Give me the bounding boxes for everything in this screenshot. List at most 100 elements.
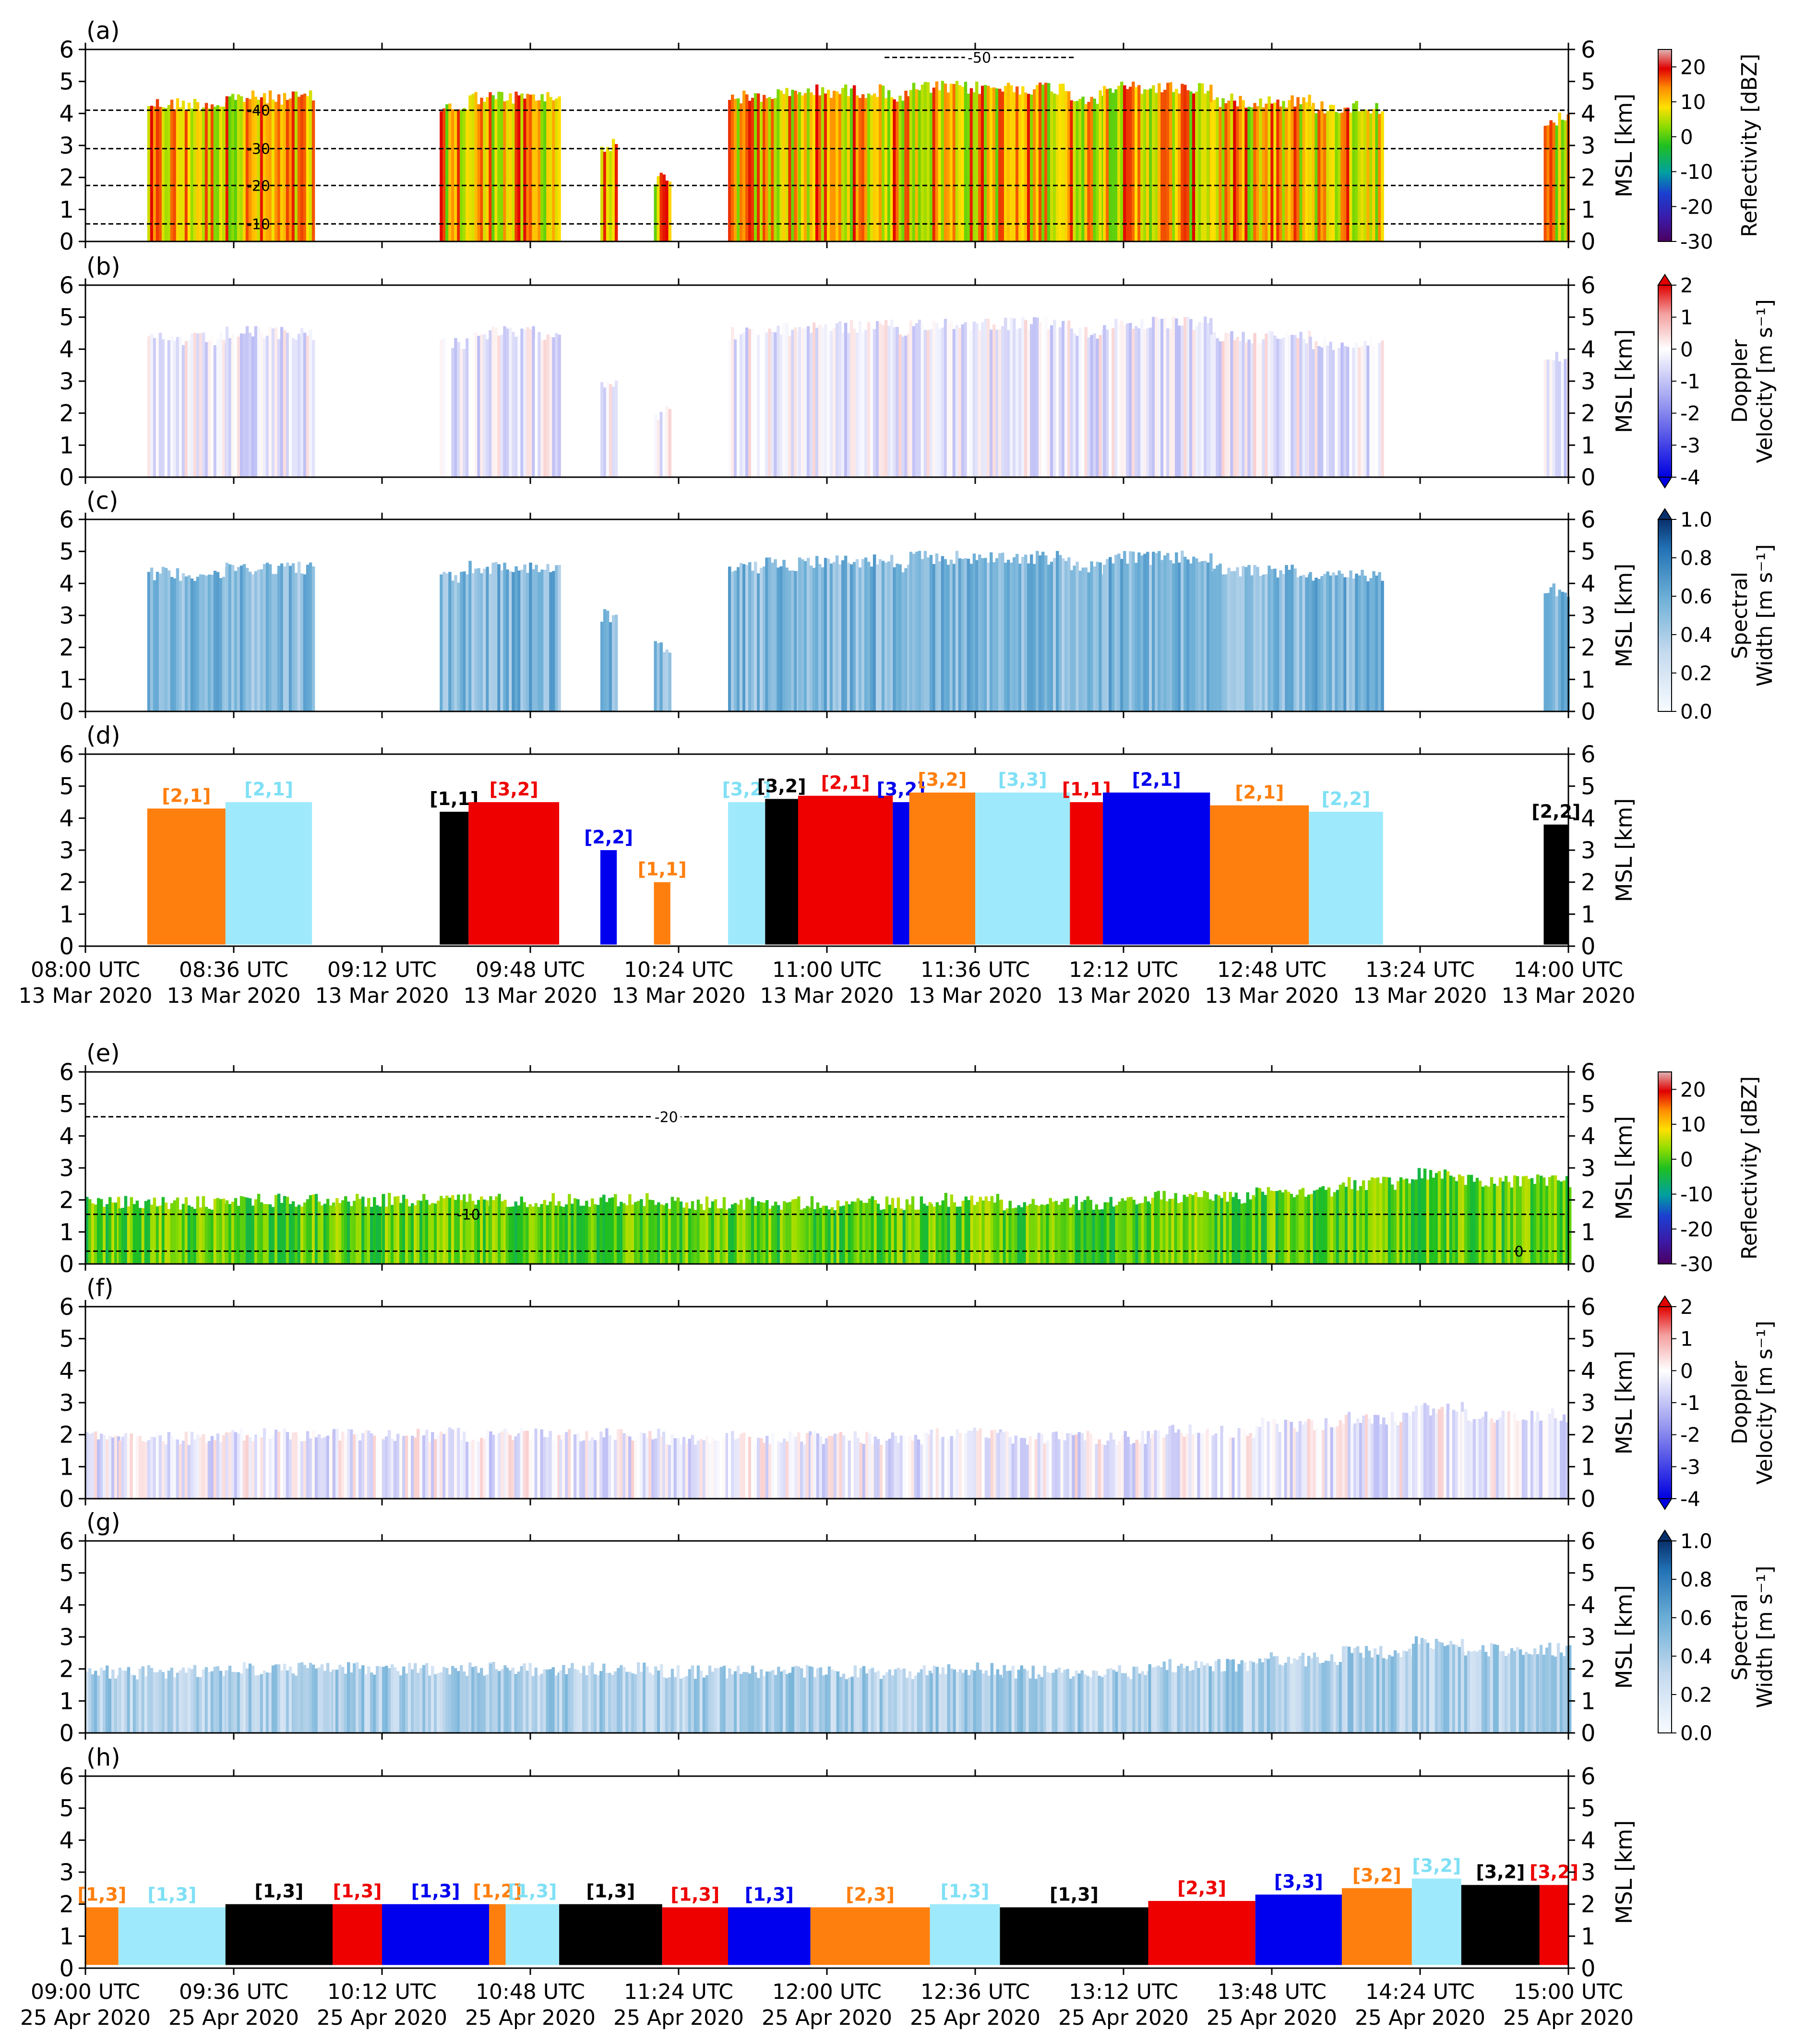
colorbar-label: Spectral bbox=[1728, 1593, 1752, 1681]
field-strip bbox=[929, 329, 933, 477]
field-strip bbox=[1452, 1409, 1456, 1499]
field-strip bbox=[861, 94, 865, 242]
field-strip bbox=[1023, 1438, 1026, 1499]
field-strip bbox=[1312, 103, 1315, 242]
field-strip bbox=[1052, 1672, 1055, 1733]
field-strip bbox=[257, 99, 261, 241]
field-strip bbox=[1149, 565, 1152, 711]
field-strip bbox=[1372, 571, 1375, 711]
field-strip bbox=[859, 1200, 863, 1264]
field-strip bbox=[489, 92, 492, 241]
field-strip bbox=[1259, 343, 1262, 477]
field-strip bbox=[1546, 593, 1550, 711]
field-strip bbox=[879, 1444, 883, 1499]
field-strip bbox=[231, 1202, 235, 1264]
field-strip bbox=[841, 332, 845, 477]
field-strip bbox=[551, 1441, 555, 1499]
field-strip bbox=[848, 1677, 851, 1733]
field-strip bbox=[1211, 1435, 1215, 1499]
field-strip bbox=[849, 320, 853, 477]
field-strip bbox=[798, 557, 801, 711]
field-strip bbox=[935, 323, 939, 477]
field-strip bbox=[237, 337, 240, 477]
field-strip bbox=[196, 1434, 200, 1499]
field-strip bbox=[722, 1197, 726, 1264]
field-strip bbox=[1309, 106, 1312, 241]
field-strip bbox=[1495, 1419, 1499, 1499]
colorbar-extend-min bbox=[1657, 477, 1673, 489]
field-strip bbox=[1011, 1208, 1015, 1264]
panel-label: (e) bbox=[86, 1039, 120, 1067]
x-tick-time: 08:00 UTC bbox=[31, 958, 140, 982]
field-strip bbox=[492, 1435, 495, 1499]
field-strip bbox=[1195, 326, 1198, 477]
field-strip bbox=[288, 332, 292, 477]
field-strip bbox=[1067, 557, 1071, 711]
field-strip bbox=[1148, 1664, 1151, 1733]
field-strip bbox=[1561, 591, 1564, 711]
field-strip bbox=[932, 1666, 936, 1733]
field-strip bbox=[320, 1205, 324, 1264]
field-strip bbox=[361, 1196, 365, 1264]
field-strip bbox=[501, 1669, 504, 1733]
field-strip bbox=[498, 1193, 501, 1264]
field-strip bbox=[164, 1202, 168, 1264]
field-strip bbox=[856, 1438, 860, 1499]
field-strip bbox=[1390, 1656, 1394, 1733]
field-strip bbox=[1227, 567, 1231, 711]
field-strip bbox=[503, 1200, 507, 1264]
field-strip bbox=[1467, 1175, 1470, 1264]
field-strip bbox=[251, 1441, 255, 1499]
field-strip bbox=[359, 1669, 362, 1733]
field-strip bbox=[204, 576, 208, 711]
field-strip bbox=[676, 1197, 680, 1264]
field-strip bbox=[1056, 330, 1059, 477]
field-strip bbox=[283, 1196, 287, 1264]
field-strip bbox=[842, 1435, 846, 1499]
y-tick-label: 4 bbox=[59, 805, 74, 832]
field-strip bbox=[1011, 1443, 1015, 1499]
field-strip bbox=[824, 558, 827, 711]
field-strip bbox=[555, 565, 558, 711]
field-strip bbox=[291, 1201, 295, 1264]
field-strip bbox=[111, 1670, 115, 1733]
colorbar-label: Velocity [m s⁻¹] bbox=[1753, 299, 1777, 463]
field-strip bbox=[1155, 553, 1158, 711]
y-tick-label: 1 bbox=[1581, 1219, 1596, 1246]
field-strip bbox=[731, 95, 734, 241]
field-strip bbox=[858, 567, 862, 711]
field-strip bbox=[1478, 1419, 1482, 1499]
field-strip bbox=[231, 334, 235, 477]
field-strip bbox=[821, 87, 825, 241]
field-strip bbox=[1054, 1201, 1058, 1264]
field-strip bbox=[1135, 1440, 1138, 1499]
field-strip bbox=[1362, 1416, 1365, 1499]
field-strip bbox=[283, 1429, 287, 1499]
field-strip bbox=[1160, 1199, 1163, 1264]
field-strip bbox=[1031, 1439, 1035, 1499]
field-strip bbox=[251, 336, 255, 477]
field-strip bbox=[1501, 1651, 1505, 1733]
field-strip bbox=[1390, 1412, 1394, 1499]
field-strip bbox=[870, 566, 873, 711]
field-strip bbox=[1050, 325, 1053, 477]
field-strip bbox=[1056, 551, 1059, 711]
field-strip bbox=[657, 1671, 660, 1733]
field-strip bbox=[1452, 1177, 1456, 1264]
field-strip bbox=[532, 94, 535, 241]
field-strip bbox=[1056, 94, 1059, 242]
field-strip bbox=[405, 1673, 408, 1733]
field-strip bbox=[1564, 120, 1567, 241]
colorbar-extend-max bbox=[1657, 1529, 1673, 1541]
field-strip bbox=[952, 329, 956, 477]
field-strip bbox=[158, 1435, 162, 1499]
field-strip bbox=[1141, 1671, 1144, 1733]
field-strip bbox=[1253, 333, 1256, 477]
field-strip bbox=[827, 1666, 831, 1733]
field-strip bbox=[740, 1200, 743, 1264]
field-strip bbox=[1282, 337, 1285, 477]
field-strip bbox=[1305, 102, 1308, 242]
field-strip bbox=[894, 1669, 897, 1733]
field-strip bbox=[1143, 89, 1147, 241]
